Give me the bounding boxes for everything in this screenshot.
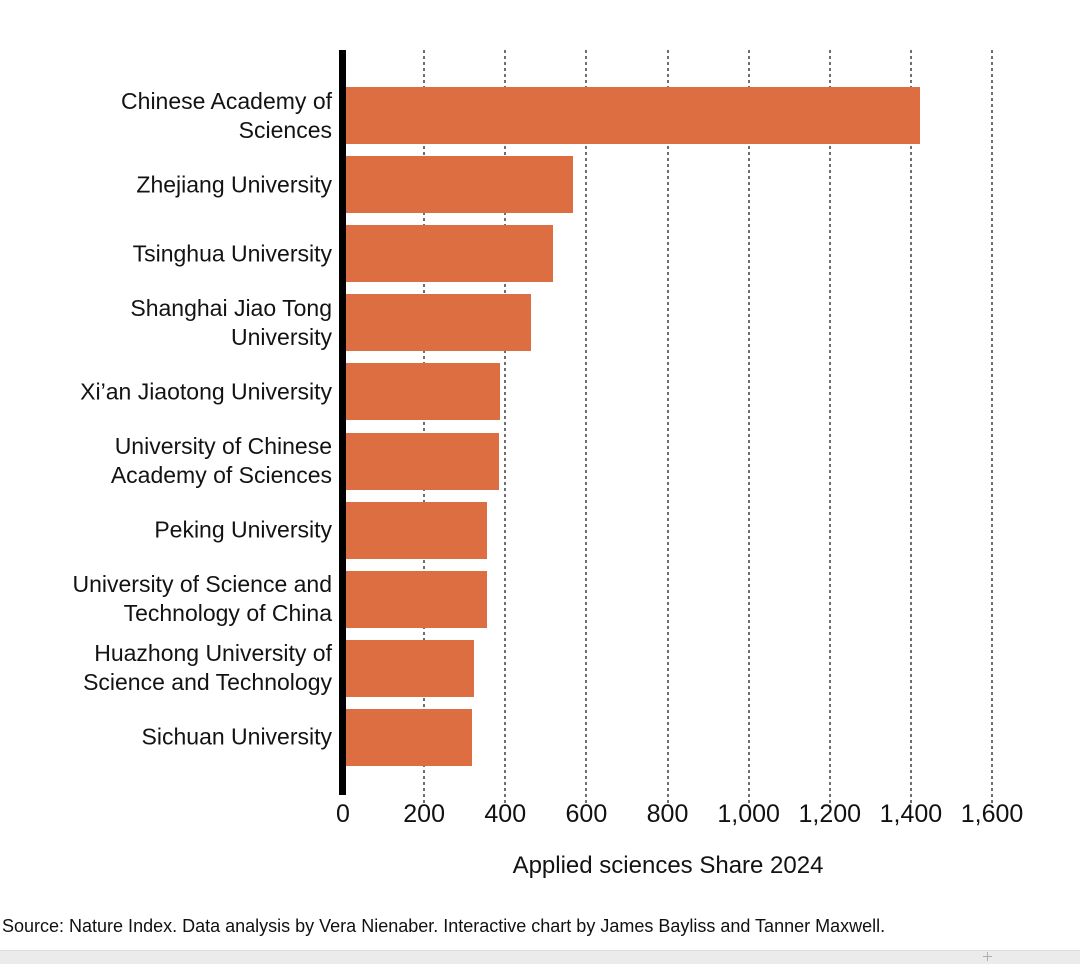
gridline-1600 [991,50,993,803]
x-axis-title: Applied sciences Share 2024 [512,852,824,879]
category-label-8: University of Science and Technology of … [72,571,332,626]
category-label-2: Zhejiang University [136,171,332,198]
category-label-4: Shanghai Jiao Tong University [130,295,332,350]
gridline-1400 [909,50,912,803]
category-label-9: Huazhong University of Science and Techn… [83,640,332,695]
category-label-6: University of Chinese Academy of Science… [110,433,332,488]
x-axis-tick-400: 400 [484,800,527,828]
x-axis-tick-200: 200 [403,800,445,828]
x-axis-tick-800: 800 [646,800,689,828]
mouse-cursor [983,952,993,962]
category-label-5: Xi’an Jiaotong University [80,378,332,405]
x-axis-tick-0: 0 [336,800,350,828]
bar-9[interactable] [343,640,474,697]
gridline-1000 [747,50,750,803]
x-axis-tick-1200: 1,200 [798,800,862,828]
bar-3[interactable] [343,225,553,282]
x-axis-tick-1400: 1,400 [879,800,943,828]
y-axis-line [339,50,346,795]
x-axis-tick-1000: 1,000 [717,800,780,828]
bar-8[interactable] [343,571,487,628]
category-label-1: Chinese Academy of Sciences [121,88,332,143]
page-bottom-band [0,950,1080,964]
category-label-3: Tsinghua University [132,240,332,267]
bar-7[interactable] [343,502,487,559]
gridline-800 [666,50,669,803]
bar-10[interactable] [343,709,472,766]
bar-2[interactable] [343,156,573,213]
category-label-10: Sichuan University [141,723,332,750]
bar-6[interactable] [343,433,499,490]
bar-4[interactable] [343,294,531,351]
gridline-200 [423,50,426,803]
x-axis-tick-1600: 1,600 [960,800,1024,828]
bar-1[interactable] [343,87,920,144]
gridline-1200 [828,50,831,803]
x-axis-tick-600: 600 [565,800,608,828]
gridline-400 [504,50,507,803]
bar-5[interactable] [343,363,500,420]
source-attribution: Source: Nature Index. Data analysis by V… [2,916,886,936]
gridline-600 [585,50,588,803]
category-label-7: Peking University [154,516,332,543]
